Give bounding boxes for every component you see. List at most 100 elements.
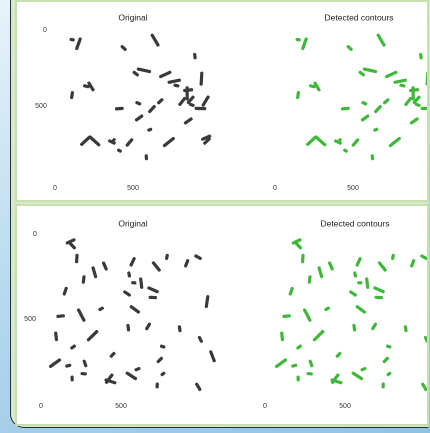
chromosome [165, 254, 169, 261]
chromosome [328, 261, 335, 271]
x-tick-label: 500 [115, 403, 127, 410]
chromosome [145, 322, 152, 331]
chromosome [386, 371, 392, 377]
chromosome [75, 37, 82, 51]
chromosome [147, 104, 156, 113]
chromosome [62, 286, 68, 296]
chromosome [361, 101, 368, 106]
chromosome [70, 91, 74, 99]
y-tick-label: 500 [24, 316, 36, 323]
chromosome [115, 107, 124, 111]
chromosome [282, 314, 291, 318]
chromosome [312, 329, 325, 342]
chromosome [373, 286, 385, 294]
chromosome [343, 148, 349, 153]
chromosome [69, 38, 75, 42]
figure: Original 0 500 0 500 Detected contours 0… [17, 206, 427, 424]
chromosome [75, 254, 79, 264]
chromosome [404, 325, 408, 332]
x-tick-label: 0 [263, 403, 267, 410]
x-tick-label: 500 [127, 185, 139, 192]
chromosome [82, 275, 86, 284]
chromosome [301, 37, 308, 51]
chromosome [291, 363, 298, 368]
chromosome [129, 257, 136, 268]
chromosome [159, 70, 172, 78]
chromosome [102, 261, 109, 271]
chromosome [294, 242, 302, 250]
chromosome [134, 367, 141, 372]
chromosome [173, 83, 180, 87]
chromosome [296, 91, 300, 99]
chromosome [301, 254, 305, 264]
chromosome [399, 83, 406, 87]
chromosome [425, 72, 427, 86]
chromosome [209, 350, 217, 363]
chromosome [197, 335, 203, 343]
chromosome [295, 38, 301, 42]
chromosome [346, 44, 353, 51]
chromosome [341, 107, 350, 111]
chromosome [374, 296, 383, 300]
figure: Original 0 500 0 500 Detected contours 0… [17, 2, 427, 200]
chromosome [70, 375, 74, 381]
chromosome [355, 257, 362, 268]
chromosome [382, 356, 390, 364]
chromosome [125, 138, 134, 148]
chromosome [385, 70, 398, 78]
chromosome [381, 382, 384, 388]
chromosome [351, 138, 360, 148]
y-tick-label: 500 [35, 103, 47, 110]
chromosome [410, 259, 416, 268]
page: {"panels": [ {"subplots": [ {"title": "O… [0, 0, 430, 433]
chromosome [156, 98, 164, 105]
chromosome [194, 107, 206, 111]
chromosome [109, 351, 116, 358]
chromosome [195, 382, 202, 392]
y-tick-label: 0 [43, 27, 47, 34]
chromosome [421, 382, 427, 392]
chromosome [355, 305, 367, 315]
chromosome [296, 375, 300, 381]
chromosome [162, 136, 175, 148]
chromosome [391, 254, 395, 261]
chromosome [199, 72, 203, 86]
chromosome [371, 322, 378, 331]
figure-panel: Original 0 500 0 500 Detected contours 0… [15, 204, 429, 426]
subplot-title: Original [118, 12, 147, 22]
chromosome [155, 382, 158, 388]
x-tick-label: 500 [339, 403, 351, 410]
chromosome [160, 371, 166, 377]
x-tick-label: 0 [53, 185, 57, 192]
chromosome [147, 286, 159, 294]
chromosome [127, 271, 131, 278]
chromosome [82, 359, 88, 368]
y-tick-label: 0 [33, 231, 37, 238]
chromosome [358, 70, 366, 77]
chromosome [305, 135, 317, 147]
chromosome [393, 78, 407, 84]
chromosome [274, 358, 287, 369]
chromosome [360, 367, 367, 372]
chromosome [56, 314, 65, 318]
chromosome [183, 117, 193, 125]
chromosome [376, 33, 386, 47]
chromosome [386, 344, 392, 349]
chromosome [86, 329, 99, 342]
chromosome [373, 127, 379, 132]
chromosome [147, 127, 153, 132]
chromosome [91, 266, 97, 279]
chromosome [317, 266, 323, 279]
chromosome [201, 95, 210, 107]
chromosome [123, 290, 132, 297]
chromosome [136, 67, 151, 73]
x-tick-label: 500 [347, 185, 359, 192]
chromosome [79, 135, 91, 147]
chromosome [148, 296, 157, 300]
chromosome [409, 117, 419, 125]
chromosome [48, 358, 61, 369]
chromosome [120, 44, 127, 51]
chromosome [419, 53, 423, 60]
chromosome [145, 154, 149, 160]
chromosome [296, 344, 303, 350]
